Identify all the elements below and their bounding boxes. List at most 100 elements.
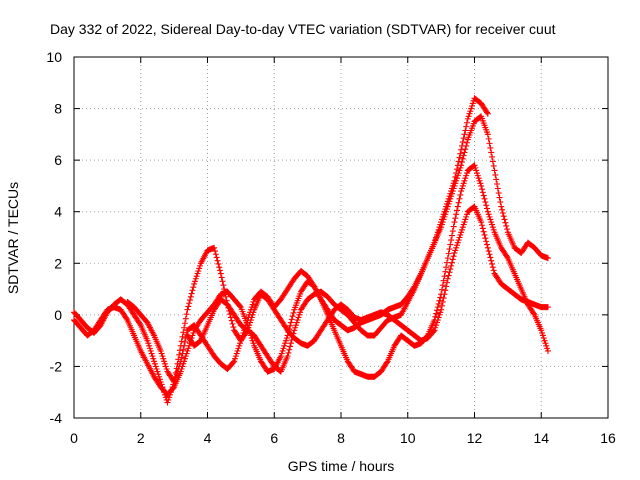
data-point xyxy=(442,268,449,275)
data-point xyxy=(182,353,189,360)
data-point xyxy=(454,162,461,169)
data-point xyxy=(227,314,234,321)
data-point xyxy=(459,139,466,146)
data-point xyxy=(250,298,257,305)
data-point xyxy=(491,167,498,174)
data-point xyxy=(449,256,456,263)
data-point xyxy=(457,150,464,157)
data-point xyxy=(488,149,495,156)
data-point xyxy=(541,337,548,344)
data-point xyxy=(178,354,185,361)
data-point xyxy=(456,154,463,161)
data-point xyxy=(182,315,189,322)
data-point xyxy=(441,208,448,215)
data-point xyxy=(234,347,241,354)
data-point xyxy=(437,309,444,316)
x-tick-label: 4 xyxy=(204,430,212,446)
data-point xyxy=(186,342,193,349)
data-point xyxy=(212,248,219,255)
y-tick-label: 8 xyxy=(54,101,62,117)
data-point xyxy=(446,193,453,200)
data-point xyxy=(461,149,468,156)
data-point xyxy=(180,346,187,353)
data-point xyxy=(437,221,444,228)
data-point xyxy=(156,373,163,380)
data-point xyxy=(457,231,464,238)
data-point xyxy=(544,347,551,354)
data-point xyxy=(155,371,162,378)
x-tick-label: 8 xyxy=(337,430,345,446)
data-point xyxy=(438,286,445,293)
data-point xyxy=(164,399,171,406)
data-point xyxy=(473,167,480,174)
data-point xyxy=(247,309,254,316)
data-point xyxy=(279,347,286,354)
data-point xyxy=(292,322,299,329)
data-point xyxy=(150,355,157,362)
data-point xyxy=(484,205,491,212)
data-point xyxy=(282,337,289,344)
data-point xyxy=(217,270,224,277)
data-point xyxy=(232,353,239,360)
data-point xyxy=(444,275,451,282)
data-point xyxy=(530,310,537,317)
y-tick-label: 6 xyxy=(54,152,62,168)
data-point xyxy=(431,239,438,246)
data-point xyxy=(456,234,463,241)
data-point xyxy=(433,310,440,317)
data-point xyxy=(435,226,442,233)
data-point xyxy=(189,287,196,294)
data-point xyxy=(539,332,546,339)
data-point xyxy=(161,360,168,367)
data-point xyxy=(451,177,458,184)
x-axis-label: GPS time / hours xyxy=(288,458,395,474)
series-trace-1 xyxy=(71,203,551,406)
data-point xyxy=(445,250,452,257)
data-point xyxy=(492,171,499,178)
data-point xyxy=(452,215,459,222)
data-point xyxy=(290,309,297,316)
data-point xyxy=(484,208,491,215)
data-point xyxy=(433,322,440,329)
data-point xyxy=(453,207,460,214)
data-point xyxy=(483,202,490,209)
data-point xyxy=(488,257,495,264)
data-point xyxy=(483,238,490,245)
data-point xyxy=(443,283,450,290)
data-point xyxy=(194,270,201,277)
data-point xyxy=(487,254,494,261)
data-point xyxy=(289,313,296,320)
data-point xyxy=(183,350,190,357)
data-point xyxy=(152,363,159,370)
data-point xyxy=(447,241,454,248)
data-point xyxy=(123,315,130,322)
data-point xyxy=(463,119,470,126)
y-axis-label: SDTVAR / TECUs xyxy=(5,182,21,294)
data-point xyxy=(233,350,240,357)
data-point xyxy=(463,170,470,177)
data-point xyxy=(440,211,447,218)
data-point xyxy=(454,239,461,246)
data-point xyxy=(440,277,447,284)
x-tick-label: 2 xyxy=(137,430,145,446)
data-point xyxy=(460,221,467,228)
data-point xyxy=(291,327,298,334)
data-point xyxy=(488,219,495,226)
data-point xyxy=(540,335,547,342)
data-point xyxy=(490,226,497,233)
data-point xyxy=(178,366,185,373)
data-point xyxy=(441,273,448,280)
data-point xyxy=(195,268,202,275)
data-point xyxy=(444,255,451,262)
data-point xyxy=(231,358,238,365)
data-point xyxy=(458,142,465,149)
data-point xyxy=(464,115,471,122)
series-trace-2 xyxy=(124,162,551,385)
data-point xyxy=(285,329,292,336)
data-point xyxy=(487,216,494,223)
data-point xyxy=(481,231,488,238)
data-point xyxy=(455,237,462,244)
data-point xyxy=(160,355,167,362)
data-point xyxy=(447,266,454,273)
data-point xyxy=(297,309,304,316)
